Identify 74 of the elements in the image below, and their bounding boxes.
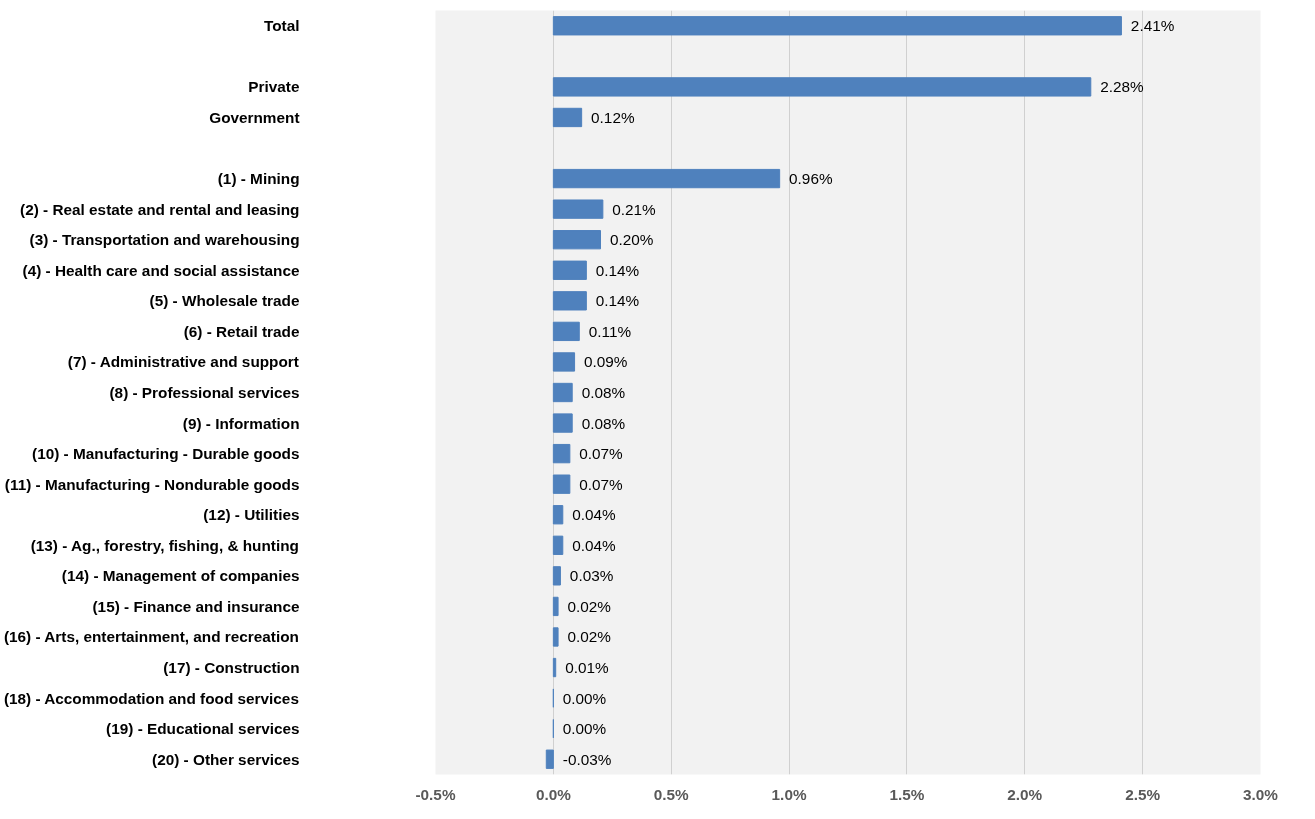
data-label: 0.02% (567, 597, 612, 615)
y-tick-label: Private (248, 78, 300, 96)
y-tick-label: Total (264, 17, 300, 35)
data-label: 0.21% (612, 200, 657, 218)
y-tick-label: (15) - Finance and insurance (92, 597, 300, 615)
x-tick-label: 3.0% (1243, 785, 1279, 803)
bar (552, 230, 601, 250)
data-label: 0.03% (569, 567, 614, 585)
y-tick-label: (6) - Retail trade (183, 322, 300, 340)
bar (552, 16, 1122, 36)
x-tick-label: -0.5% (415, 785, 456, 803)
data-label: 0.96% (789, 170, 833, 188)
y-tick-label: (7) - Administrative and support (67, 353, 299, 371)
x-tick-label: 1.0% (771, 785, 807, 803)
y-tick-label: (16) - Arts, entertainment, and recreation (3, 628, 299, 646)
bar (552, 474, 571, 494)
y-tick-label: (10) - Manufacturing - Durable goods (32, 445, 300, 463)
x-tick-label: 1.5% (889, 785, 925, 803)
x-tick-label: 2.0% (1007, 785, 1043, 803)
y-tick-label: (9) - Information (182, 414, 300, 432)
bar (552, 505, 564, 525)
y-tick-label: (1) - Mining (217, 170, 300, 188)
bar (552, 321, 580, 342)
data-label: 0.04% (572, 506, 617, 524)
data-label: 0.01% (565, 659, 609, 677)
bar (552, 566, 561, 586)
data-label: 0.08% (581, 414, 626, 432)
data-label: 0.07% (579, 445, 624, 463)
bar (552, 443, 571, 464)
data-label: 0.07% (579, 475, 624, 493)
bar (552, 596, 559, 617)
data-label: 0.08% (581, 384, 626, 401)
data-label: 0.00% (562, 689, 607, 707)
bar (552, 107, 583, 128)
bar (552, 77, 1092, 97)
bar (552, 535, 564, 555)
y-tick-label: (14) - Management of companies (61, 567, 300, 585)
data-label: 0.14% (595, 261, 640, 279)
y-tick-label: (11) - Manufacturing - Nondurable goods (4, 475, 300, 493)
y-tick-label: (18) - Accommodation and food services (3, 689, 299, 707)
bar (552, 260, 587, 280)
y-tick-label: (13) - Ag., forestry, fishing, & hunting (30, 536, 299, 554)
bar (552, 291, 587, 311)
y-tick-label: (17) - Construction (163, 659, 300, 677)
y-tick-label: (2) - Real estate and rental and leasing (20, 200, 300, 218)
bar (552, 168, 781, 189)
data-label: 0.09% (584, 353, 628, 371)
x-tick-label: 0.0% (535, 785, 572, 803)
y-tick-label: (12) - Utilities (203, 506, 300, 524)
data-label: 0.02% (567, 628, 612, 646)
data-label: 0.20% (609, 231, 654, 249)
y-tick-label: (20) - Other services (152, 750, 300, 768)
y-tick-label: Government (209, 108, 300, 126)
data-label: 2.41% (1130, 17, 1175, 35)
x-tick-label: 0.5% (653, 785, 690, 803)
bar (552, 382, 573, 403)
data-label: 0.11% (588, 322, 632, 340)
y-tick-label: (3) - Transportation and warehousing (29, 231, 300, 249)
data-label: 2.28% (1100, 78, 1145, 96)
data-label: 0.00% (562, 720, 607, 738)
y-tick-label: (19) - Educational services (106, 720, 300, 738)
data-label: 0.04% (572, 536, 617, 554)
y-tick-label: (8) - Professional services (109, 384, 300, 401)
y-tick-label: (5) - Wholesale trade (149, 292, 300, 310)
data-label: -0.03% (562, 750, 612, 768)
bar (552, 352, 576, 372)
y-tick-label: (4) - Health care and social assistance (22, 261, 300, 279)
bar (545, 749, 554, 769)
bar (552, 413, 573, 433)
bar (552, 627, 559, 647)
data-label: 0.14% (595, 292, 640, 310)
x-tick-label: 2.5% (1125, 785, 1161, 803)
data-label: 0.12% (591, 108, 635, 126)
bar (552, 199, 604, 219)
